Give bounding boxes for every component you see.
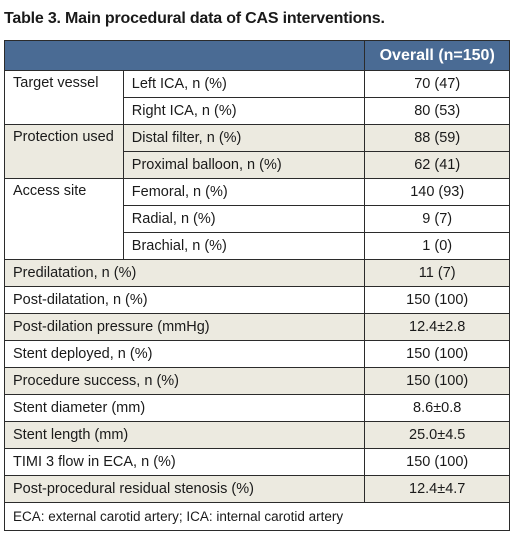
row-label: Stent diameter (mm) — [3, 394, 366, 422]
row-label: Distal filter, n (%) — [122, 124, 366, 152]
row-value: 9 (7) — [364, 205, 510, 233]
table-row: Stent diameter (mm) 8.6±0.8 — [3, 394, 510, 422]
procedural-data-table: Overall (n=150) Target vessel Left ICA, … — [3, 40, 510, 531]
table-row: Target vessel Left ICA, n (%) 70 (47) — [4, 70, 510, 125]
table-row: Procedure success, n (%) 150 (100) — [3, 367, 510, 395]
table-header-row: Overall (n=150) — [3, 40, 510, 71]
row-value: 25.0±4.5 — [364, 421, 510, 449]
group-label-protection-used: Protection used — [4, 124, 124, 179]
row-label: Femoral, n (%) — [122, 178, 366, 206]
table-row: Protection used Distal filter, n (%) 88 … — [4, 124, 510, 179]
row-label: Stent length (mm) — [3, 421, 366, 449]
row-label: Post-procedural residual stenosis (%) — [3, 475, 366, 503]
row-value: 80 (53) — [364, 97, 510, 125]
row-value: 8.6±0.8 — [364, 394, 510, 422]
group-label-target-vessel: Target vessel — [4, 70, 124, 125]
table-row: Post-dilation pressure (mmHg) 12.4±2.8 — [3, 313, 510, 341]
table-row: Predilatation, n (%) 11 (7) — [3, 259, 510, 287]
row-label: Stent deployed, n (%) — [3, 340, 366, 368]
table-row: Brachial, n (%) 1 (0) — [5, 232, 510, 260]
row-value: 150 (100) — [364, 286, 510, 314]
row-label: TIMI 3 flow in ECA, n (%) — [3, 448, 366, 476]
table-row: Right ICA, n (%) 80 (53) — [5, 97, 510, 125]
table-row: Access site Femoral, n (%) 140 (93) — [4, 178, 510, 260]
header-blank-cell — [3, 40, 366, 71]
table-row: Proximal balloon, n (%) 62 (41) — [5, 151, 510, 179]
row-label: Proximal balloon, n (%) — [122, 151, 366, 179]
row-label: Radial, n (%) — [122, 205, 366, 233]
table-row: Stent deployed, n (%) 150 (100) — [3, 340, 510, 368]
row-label: Post-dilatation, n (%) — [3, 286, 366, 314]
row-value: 1 (0) — [364, 232, 510, 260]
row-label: Post-dilation pressure (mmHg) — [3, 313, 366, 341]
table-row: Post-procedural residual stenosis (%) 12… — [3, 475, 510, 503]
row-label: Brachial, n (%) — [122, 232, 366, 260]
table-row: Post-dilatation, n (%) 150 (100) — [3, 286, 510, 314]
row-label: Left ICA, n (%) — [122, 70, 366, 98]
row-value: 140 (93) — [364, 178, 510, 206]
footnote-row: ECA: external carotid artery; ICA: inter… — [4, 502, 510, 531]
row-value: 62 (41) — [364, 151, 510, 179]
header-overall: Overall (n=150) — [364, 40, 510, 71]
row-value: 150 (100) — [364, 340, 510, 368]
row-label: Right ICA, n (%) — [122, 97, 366, 125]
row-value: 70 (47) — [364, 70, 510, 98]
group-label-access-site: Access site — [4, 178, 124, 260]
row-value: 88 (59) — [364, 124, 510, 152]
row-value: 12.4±2.8 — [364, 313, 510, 341]
row-value: 150 (100) — [364, 367, 510, 395]
row-value: 150 (100) — [364, 448, 510, 476]
table-row: TIMI 3 flow in ECA, n (%) 150 (100) — [3, 448, 510, 476]
table-row: Stent length (mm) 25.0±4.5 — [3, 421, 510, 449]
row-value: 12.4±4.7 — [364, 475, 510, 503]
row-label: Procedure success, n (%) — [3, 367, 366, 395]
row-label: Predilatation, n (%) — [3, 259, 366, 287]
table-caption: Table 3. Main procedural data of CAS int… — [4, 10, 385, 27]
table-row: Radial, n (%) 9 (7) — [5, 205, 510, 233]
table-footnote: ECA: external carotid artery; ICA: inter… — [4, 502, 510, 531]
row-value: 11 (7) — [364, 259, 510, 287]
